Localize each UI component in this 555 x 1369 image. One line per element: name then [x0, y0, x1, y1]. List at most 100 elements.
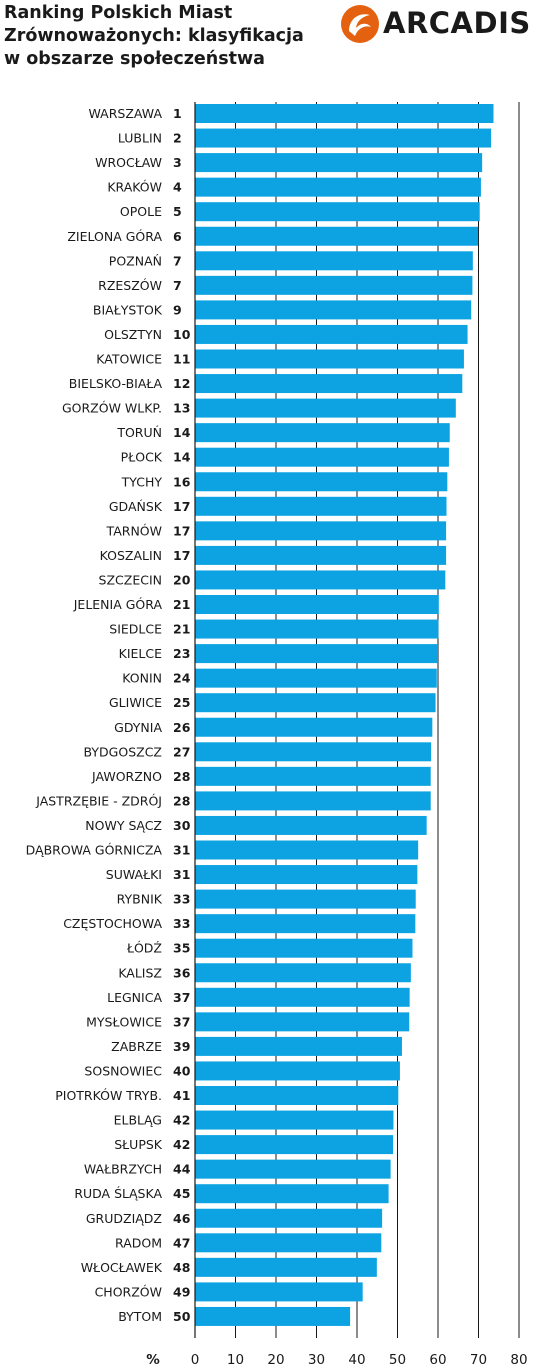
chart-title-line-2: Zrównoważonych: klasyfikacja	[4, 26, 304, 46]
bar	[195, 324, 468, 344]
x-tick-label: 40	[348, 1352, 365, 1368]
bar	[195, 521, 447, 541]
rank-label: 31	[173, 867, 190, 882]
rank-label: 37	[173, 990, 190, 1005]
category-label: GLIWICE	[109, 695, 162, 710]
category-label: LEGNICA	[107, 990, 162, 1005]
rank-label: 6	[173, 229, 182, 244]
x-axis-unit-label: %	[146, 1352, 160, 1368]
rank-label: 37	[173, 1014, 190, 1029]
bar	[195, 128, 492, 148]
category-label: BIAŁYSTOK	[93, 302, 163, 317]
bar	[195, 644, 438, 664]
category-label: RYBNIK	[117, 892, 163, 907]
bar	[195, 496, 447, 516]
bar	[195, 177, 481, 197]
bar	[195, 202, 480, 222]
rank-label: 48	[173, 1260, 190, 1275]
rank-label: 5	[173, 204, 182, 219]
category-label: KOSZALIN	[100, 548, 162, 563]
bar	[195, 1036, 402, 1056]
rank-label: 28	[173, 769, 190, 784]
category-label: RUDA ŚLĄSKA	[74, 1186, 162, 1201]
category-label: OLSZTYN	[104, 327, 162, 342]
bar	[195, 963, 411, 983]
bar	[195, 1159, 391, 1179]
bar	[195, 1282, 363, 1302]
rank-label: 40	[173, 1063, 191, 1078]
category-label: SZCZECIN	[99, 572, 162, 587]
rank-label: 24	[173, 671, 191, 686]
bar	[195, 1012, 410, 1032]
bar	[195, 1233, 382, 1253]
bar	[195, 1135, 394, 1155]
bar	[195, 153, 483, 173]
arcadis-logo: ARCADIS	[340, 4, 552, 44]
rank-label: 4	[173, 180, 182, 195]
rank-label: 12	[173, 376, 190, 391]
rank-label: 17	[173, 548, 190, 563]
bar	[195, 693, 436, 713]
chart-title-line-3: w obszarze społeczeństwa	[4, 49, 265, 69]
category-label: TARNÓW	[106, 523, 162, 538]
bar	[195, 766, 431, 786]
rank-label: 41	[173, 1088, 190, 1103]
category-label: KRAKÓW	[107, 180, 162, 195]
category-label: JASTRZĘBIE - ZDRÓJ	[35, 793, 162, 808]
bar	[195, 865, 418, 885]
bar	[195, 545, 447, 565]
category-label: NOWY SĄCZ	[85, 818, 162, 833]
rank-label: 47	[173, 1235, 190, 1250]
category-label: SOSNOWIEC	[84, 1063, 162, 1078]
category-label: DĄBROWA GÓRNICZA	[26, 843, 163, 858]
category-label: POZNAŃ	[109, 253, 162, 268]
bar	[195, 1306, 351, 1326]
category-label: ZIELONA GÓRA	[67, 229, 162, 244]
category-label: BYDGOSZCZ	[84, 744, 162, 759]
rank-label: 2	[173, 131, 182, 146]
category-label: MYSŁOWICE	[86, 1014, 162, 1029]
category-label: KIELCE	[119, 646, 162, 661]
bar	[195, 1208, 383, 1228]
rank-label: 33	[173, 916, 190, 931]
rank-label: 44	[173, 1162, 191, 1177]
bar	[195, 1061, 400, 1081]
category-label: JELENIA GÓRA	[73, 597, 163, 612]
rank-label: 10	[173, 327, 191, 342]
category-label: SUWAŁKI	[106, 867, 162, 882]
category-label: OPOLE	[120, 204, 162, 219]
category-label: RADOM	[115, 1235, 162, 1250]
bar	[195, 717, 433, 737]
rank-label: 46	[173, 1211, 191, 1226]
rank-label: 17	[173, 523, 190, 538]
rank-label: 7	[173, 253, 182, 268]
category-label: TYCHY	[121, 474, 163, 489]
bar	[195, 1257, 377, 1277]
rank-label: 42	[173, 1113, 190, 1128]
rank-label: 30	[173, 818, 191, 833]
rank-label: 27	[173, 744, 190, 759]
x-tick-label: 0	[191, 1352, 200, 1368]
rank-label: 11	[173, 352, 190, 367]
bar	[195, 815, 427, 835]
category-label: ELBLĄG	[114, 1113, 162, 1128]
rank-label: 28	[173, 793, 190, 808]
rank-label: 36	[173, 965, 191, 980]
rank-label: 23	[173, 646, 190, 661]
category-label: PŁOCK	[121, 450, 163, 465]
category-label: KONIN	[122, 671, 162, 686]
category-label: BIELSKO-BIAŁA	[69, 376, 163, 391]
rank-label: 50	[173, 1309, 191, 1324]
x-tick-label: 50	[389, 1352, 406, 1368]
category-label: KATOWICE	[96, 352, 162, 367]
bar	[195, 349, 464, 369]
category-label: WAŁBRZYCH	[84, 1162, 162, 1177]
category-label: TORUŃ	[116, 425, 162, 440]
rank-label: 49	[173, 1284, 190, 1299]
bar	[195, 423, 450, 443]
bar	[195, 938, 413, 958]
category-label: WARSZAWA	[88, 106, 162, 121]
rank-label: 14	[173, 450, 191, 465]
rank-label: 31	[173, 843, 190, 858]
